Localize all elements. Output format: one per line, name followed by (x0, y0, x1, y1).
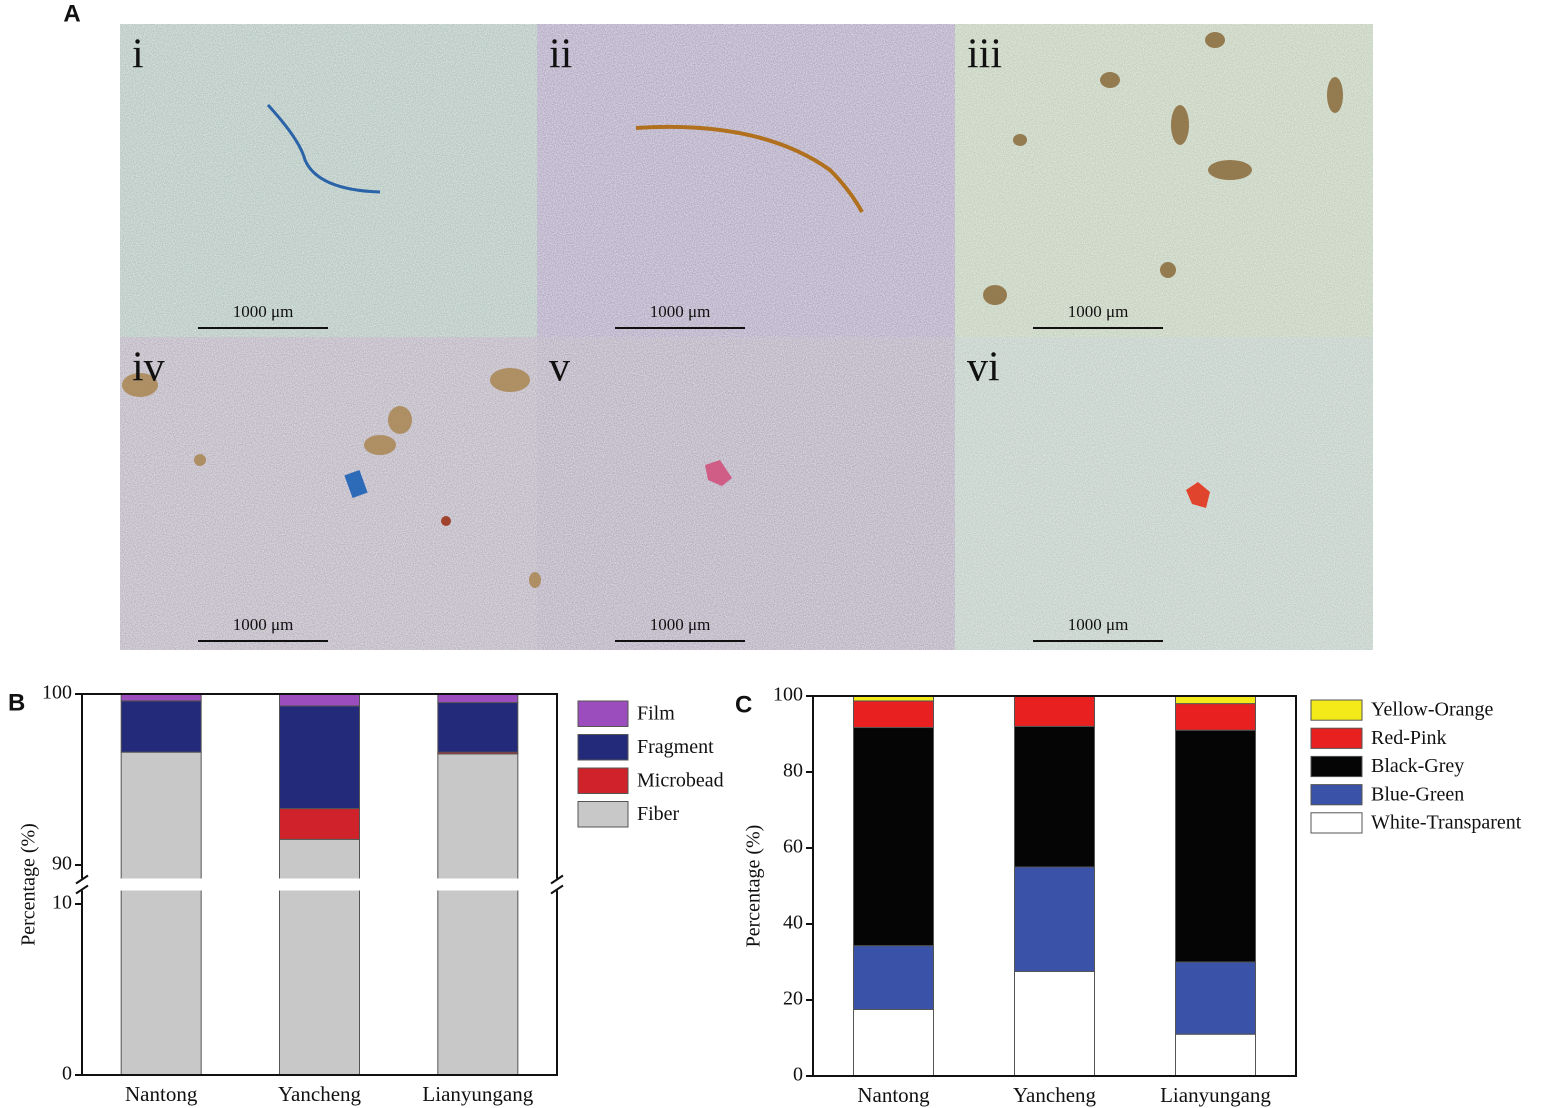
bar-segment (1014, 695, 1095, 727)
y-tick-label: 0 (62, 1063, 72, 1085)
scale-text: 1000 μm (233, 615, 294, 634)
legend-swatch (1310, 755, 1363, 778)
bar-segment (120, 751, 202, 1076)
scale-text: 1000 μm (1068, 615, 1129, 634)
photo-grid: A (63, 0, 1373, 650)
x-tick-label: Yancheng (1013, 1083, 1097, 1107)
legend-swatch (1310, 784, 1363, 806)
photo-label: iv (132, 345, 165, 391)
particle (705, 460, 732, 486)
bar-segment (853, 727, 934, 947)
bar-segment (1175, 695, 1256, 705)
legend-label: Film (637, 702, 675, 724)
legend-swatch (577, 801, 629, 828)
bar-segment (1175, 1033, 1256, 1077)
x-tick-label: Yancheng (278, 1082, 362, 1106)
scale-text: 1000 μm (1068, 302, 1129, 321)
photo-label: v (549, 345, 570, 391)
legend-label: Black-Grey (1371, 755, 1464, 777)
y-tick-label: 100 (773, 684, 803, 706)
bar-segment (437, 693, 519, 704)
photo (120, 337, 537, 650)
panel-label: A (63, 0, 80, 27)
axis-break (76, 878, 563, 891)
y-tick-label: 20 (783, 988, 803, 1010)
break-mark (75, 884, 89, 895)
bar-segment (120, 700, 202, 753)
photo-label: iii (967, 32, 1002, 78)
photo-label: i (132, 32, 144, 78)
particle (122, 368, 541, 588)
legend-label: Fiber (637, 803, 680, 825)
photo-label: vi (967, 345, 1000, 391)
legend-swatch (1310, 699, 1363, 721)
photo-label: ii (549, 32, 572, 78)
scale-text: 1000 μm (650, 615, 711, 634)
particle (266, 103, 381, 194)
x-tick-label: Lianyungang (1160, 1083, 1271, 1107)
bar-segment (279, 808, 360, 840)
y-tick-label: 60 (783, 836, 803, 858)
legend-swatch (1310, 812, 1363, 834)
bar-segment (279, 693, 360, 707)
break-mark (75, 874, 89, 885)
legend-swatch (577, 700, 629, 727)
y-tick-label: 0 (793, 1064, 803, 1086)
x-tick-label: Nantong (857, 1083, 930, 1107)
particle (635, 124, 864, 213)
panel-label: B (8, 689, 25, 716)
legend-swatch (1310, 727, 1363, 749)
legend-swatch (577, 767, 629, 794)
photo (537, 24, 955, 337)
photo (537, 337, 955, 650)
bar-segment (853, 1009, 934, 1077)
bar-segment (120, 693, 202, 702)
bar-segment (1014, 866, 1095, 972)
bar-segment (437, 753, 519, 1076)
y-tick-label: 90 (52, 853, 72, 875)
bar-segment (853, 700, 934, 729)
y-tick-label: 80 (783, 760, 803, 782)
legend-swatch (577, 734, 629, 761)
y-tick-label: 100 (42, 682, 72, 704)
break-mark (550, 874, 564, 885)
legend-label: White-Transparent (1371, 811, 1522, 833)
plot-frame (812, 695, 1297, 1077)
legend-label: Blue-Green (1371, 783, 1464, 805)
photo (120, 24, 537, 337)
bar-segment (1014, 971, 1095, 1077)
photo (955, 337, 1373, 650)
legend-label: Fragment (637, 736, 714, 758)
x-tick-label: Nantong (125, 1082, 198, 1106)
bar-segment (1014, 725, 1095, 868)
legend-label: Microbead (637, 769, 724, 791)
bar-segment (1175, 729, 1256, 963)
scale-text: 1000 μm (650, 302, 711, 321)
y-axis-label: Percentage (%) (18, 823, 40, 946)
legend-label: Red-Pink (1371, 727, 1447, 749)
bar-segment (1175, 961, 1256, 1035)
bar-segment (853, 945, 934, 1010)
particle (1186, 482, 1210, 508)
particle (441, 516, 451, 526)
y-tick-label: 10 (52, 892, 72, 914)
particle (344, 469, 368, 499)
bar-segment (1175, 703, 1256, 731)
bar-segment (279, 705, 360, 810)
photo (955, 24, 1373, 337)
bar-segment (437, 702, 519, 753)
legend-label: Yellow-Orange (1371, 699, 1494, 721)
bar-segment (279, 838, 360, 1076)
particle (983, 32, 1343, 305)
y-tick-label: 40 (783, 912, 803, 934)
y-axis-label: Percentage (%) (743, 825, 765, 948)
panel-label: C (735, 691, 752, 718)
x-tick-label: Lianyungang (422, 1082, 533, 1106)
break-mark (550, 884, 564, 895)
scale-text: 1000 μm (233, 302, 294, 321)
